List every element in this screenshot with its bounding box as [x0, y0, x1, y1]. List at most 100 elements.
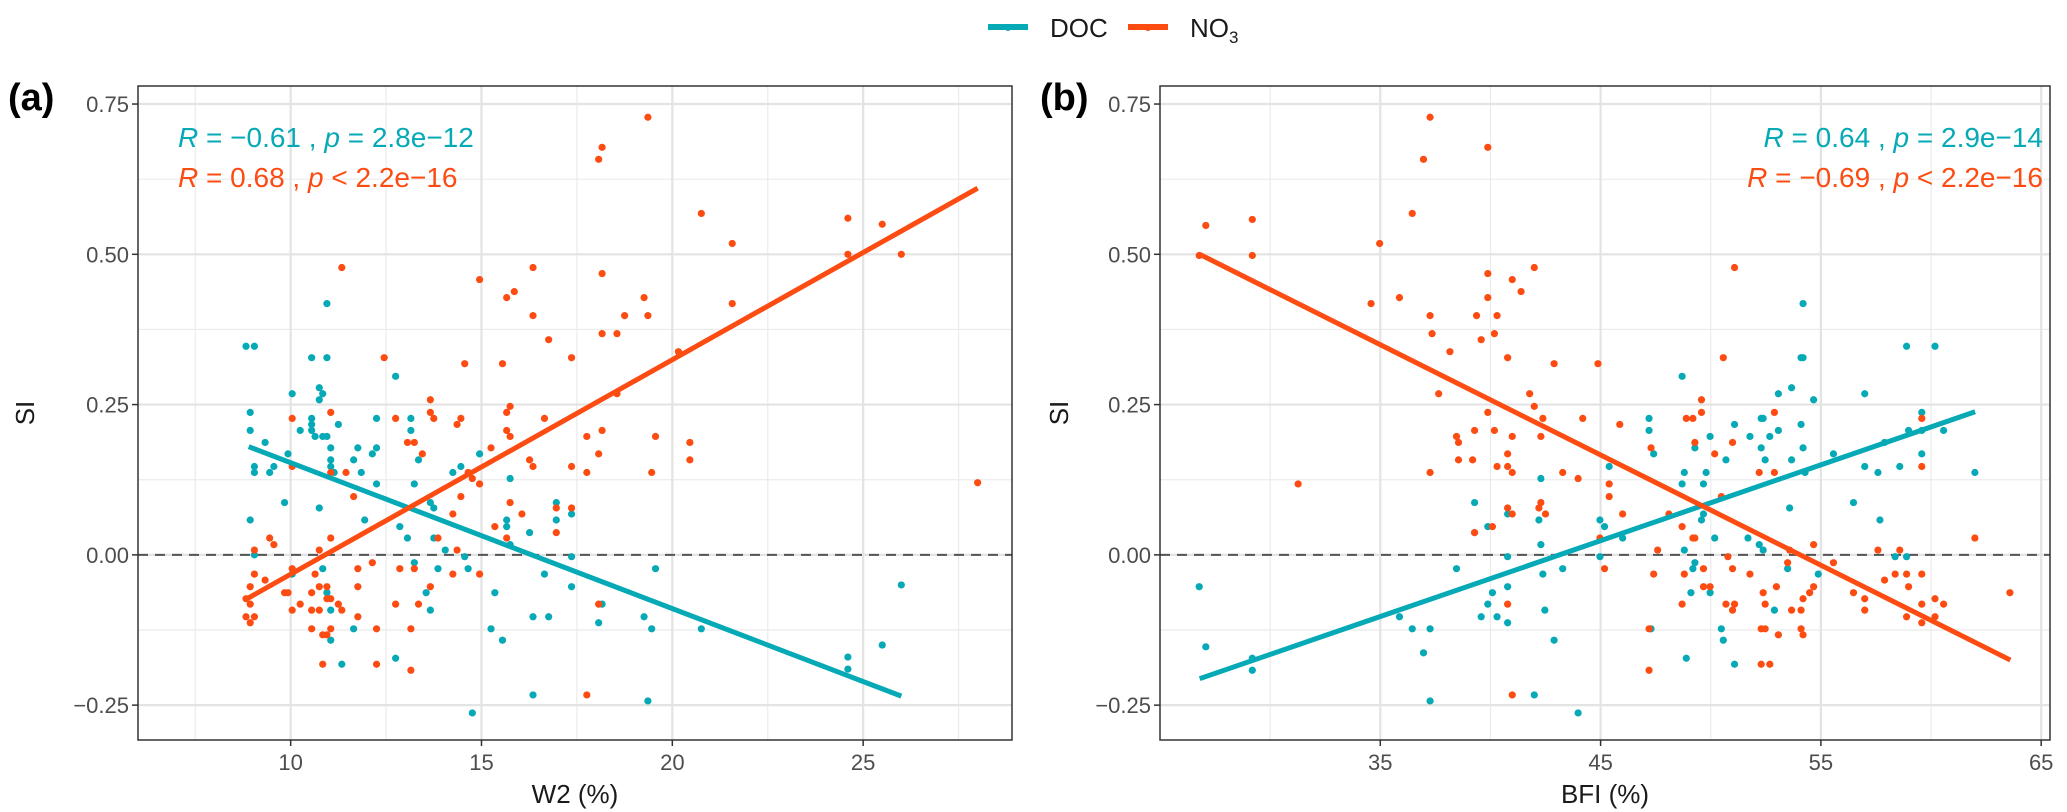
- data-point-doc: [1699, 480, 1708, 488]
- data-point-no3: [1730, 600, 1739, 608]
- y-tick-label: 0.50: [1108, 242, 1151, 267]
- data-point-doc: [1537, 541, 1545, 549]
- x-tick-label: 65: [2029, 750, 2053, 775]
- data-point-no3: [323, 583, 331, 591]
- data-point-no3: [728, 299, 736, 308]
- data-point-doc: [1874, 468, 1882, 477]
- data-point-doc: [503, 523, 511, 531]
- data-point-doc: [1799, 354, 1807, 362]
- annotation-p-label: p: [323, 122, 340, 153]
- data-point-doc: [1896, 462, 1904, 471]
- data-point-no3: [410, 438, 418, 447]
- data-point-doc: [323, 432, 331, 441]
- data-point-no3: [1722, 600, 1730, 608]
- data-point-no3: [475, 480, 484, 488]
- data-point-no3: [430, 414, 438, 423]
- y-tick-label: 0.25: [86, 393, 129, 418]
- y-tick-label: 0.75: [86, 92, 129, 117]
- data-point-no3: [1761, 600, 1769, 608]
- data-point-no3: [1530, 263, 1538, 272]
- data-point-doc: [506, 474, 514, 483]
- data-point-doc: [327, 636, 335, 644]
- data-point-no3: [426, 583, 434, 591]
- data-point-no3: [334, 600, 342, 608]
- data-point-doc: [361, 516, 369, 524]
- data-point-no3: [457, 414, 465, 423]
- data-point-no3: [288, 606, 296, 614]
- data-point-no3: [1508, 691, 1516, 699]
- legend-key-doc-dot: [1005, 25, 1011, 31]
- data-point-doc: [487, 625, 495, 633]
- data-point-no3: [1537, 498, 1545, 507]
- y-tick-label: 0.25: [1108, 393, 1151, 418]
- data-point-doc: [1730, 420, 1739, 429]
- data-point-doc: [651, 565, 660, 573]
- data-point-no3: [354, 565, 362, 573]
- data-point-no3: [583, 691, 591, 699]
- data-point-doc: [1939, 426, 1948, 435]
- data-point-no3: [1517, 287, 1525, 296]
- data-point-no3: [453, 420, 461, 429]
- data-point-no3: [1477, 336, 1485, 344]
- data-point-doc: [396, 523, 404, 531]
- data-point-doc: [1787, 456, 1796, 464]
- data-point-doc: [1876, 516, 1884, 524]
- data-point-doc: [545, 613, 553, 621]
- data-point-no3: [246, 619, 254, 627]
- data-point-no3: [308, 606, 316, 614]
- data-point-doc: [403, 534, 412, 542]
- data-point-doc: [1195, 583, 1203, 591]
- fit-line-no3: [1198, 252, 2012, 663]
- data-point-doc: [529, 613, 537, 621]
- data-point-doc: [250, 468, 259, 477]
- data-point-no3: [1504, 354, 1512, 362]
- data-point-doc: [1902, 342, 1911, 350]
- data-point-doc: [327, 444, 335, 452]
- series-no3: [1195, 113, 2014, 699]
- data-point-no3: [327, 534, 335, 542]
- data-point-no3: [372, 625, 381, 633]
- correlation-annotation-doc: R = −0.61 , p = 2.8e−12: [178, 122, 474, 153]
- data-point-no3: [1508, 432, 1516, 441]
- data-point-no3: [2006, 589, 2014, 597]
- data-point-doc: [1744, 534, 1752, 542]
- data-point-no3: [1541, 510, 1550, 518]
- data-point-doc: [1699, 510, 1708, 518]
- data-point-doc: [475, 450, 484, 458]
- data-point-doc: [242, 342, 250, 350]
- data-point-no3: [1539, 414, 1547, 423]
- data-point-no3: [449, 510, 457, 518]
- data-point-doc: [422, 589, 430, 597]
- data-point-no3: [1797, 606, 1805, 614]
- data-point-doc: [323, 354, 331, 362]
- data-point-no3: [1426, 312, 1434, 320]
- data-point-doc: [1541, 606, 1549, 614]
- data-point-no3: [1508, 468, 1516, 477]
- legend-item-no3: NO3: [1128, 13, 1238, 47]
- data-point-no3: [380, 354, 388, 362]
- data-point-no3: [475, 570, 484, 578]
- data-point-no3: [1891, 570, 1899, 578]
- data-point-doc: [319, 390, 327, 398]
- data-point-doc: [441, 546, 449, 554]
- series-doc: [1195, 299, 1979, 717]
- data-point-no3: [1435, 390, 1443, 398]
- data-point-no3: [250, 613, 259, 621]
- data-point-no3: [1493, 462, 1501, 471]
- data-point-no3: [506, 402, 514, 410]
- data-point-no3: [461, 360, 469, 368]
- data-point-no3: [261, 576, 269, 584]
- data-point-doc: [1861, 462, 1869, 471]
- data-point-no3: [598, 426, 606, 435]
- data-point-no3: [487, 444, 495, 452]
- data-point-doc: [1488, 589, 1497, 597]
- data-point-doc: [1755, 541, 1763, 549]
- data-point-no3: [1504, 600, 1512, 608]
- data-point-no3: [434, 534, 442, 542]
- data-point-no3: [246, 600, 254, 608]
- data-point-no3: [598, 330, 606, 338]
- data-point-no3: [1755, 468, 1763, 477]
- data-point-no3: [1678, 600, 1686, 608]
- data-point-doc: [1202, 643, 1210, 651]
- data-point-no3: [270, 541, 278, 549]
